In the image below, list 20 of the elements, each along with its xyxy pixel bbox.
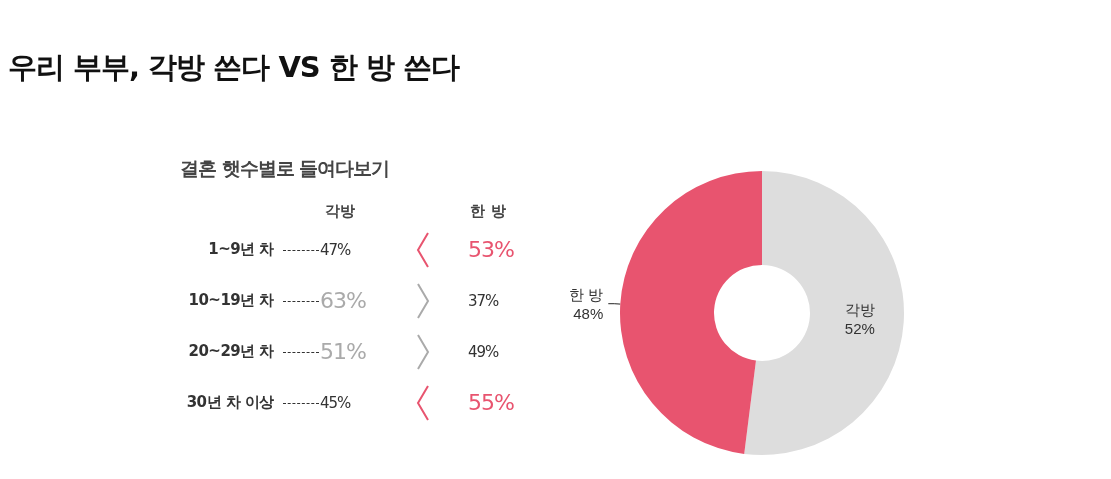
data-label: 45%: [320, 393, 351, 414]
category-label: 20~29년 차: [188, 342, 274, 361]
data-label: 47%: [320, 240, 351, 261]
text: 우리 부부, 각방 쓴다 VS 한 방 쓴다: [8, 49, 460, 86]
text: 한 방: [469, 202, 507, 221]
slice-label: 한 방: [569, 285, 604, 303]
text: 각방: [324, 202, 356, 221]
data-label: 51%: [320, 338, 366, 366]
data-label: 53%: [468, 236, 514, 264]
data-label: 48%: [573, 304, 604, 322]
data-label: 55%: [468, 389, 514, 417]
slice-label: 각방: [844, 301, 875, 319]
text: 결혼 햇수별로 들여다보기: [180, 156, 390, 181]
category-label: 1~9년 차: [208, 240, 274, 259]
data-label: 63%: [320, 287, 366, 315]
data-label: 37%: [468, 291, 499, 312]
data-label: 49%: [468, 342, 499, 363]
category-label: 10~19년 차: [188, 291, 274, 310]
category-label: 30년 차 이상: [186, 393, 274, 412]
data-label: 52%: [844, 320, 875, 338]
